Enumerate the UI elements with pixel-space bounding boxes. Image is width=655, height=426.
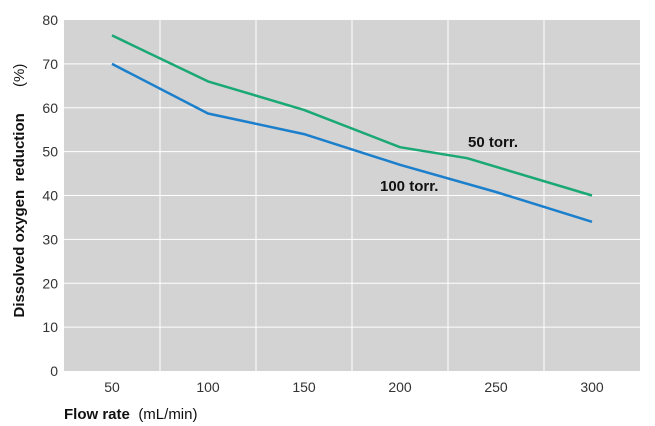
x-tick-label: 300 bbox=[580, 379, 604, 395]
x-tick-label: 150 bbox=[292, 379, 316, 395]
series-line-100-torr bbox=[111, 62, 593, 223]
horizontal-gridlines bbox=[64, 63, 640, 328]
y-axis-label-unit: (%) bbox=[11, 64, 28, 87]
y-tick-label: 40 bbox=[42, 188, 58, 204]
series-label-100-torr: 100 torr. bbox=[380, 178, 438, 195]
series-line-50-torr bbox=[111, 34, 593, 197]
y-tick-label: 20 bbox=[42, 275, 58, 291]
x-axis-label: Flow rate (mL/min) bbox=[64, 406, 197, 423]
y-axis-label: Dissolved oxygen reduction (%) bbox=[11, 50, 28, 339]
y-tick-labels: 0 10 20 30 40 50 60 70 80 bbox=[42, 12, 58, 379]
x-tick-label: 50 bbox=[104, 379, 120, 395]
x-tick-label: 250 bbox=[484, 379, 508, 395]
x-tick-labels: 50 100 150 200 250 300 bbox=[104, 379, 604, 395]
y-tick-label: 0 bbox=[50, 363, 58, 379]
y-tick-label: 30 bbox=[42, 231, 58, 247]
x-tick-label: 200 bbox=[388, 379, 412, 395]
y-tick-label: 80 bbox=[42, 12, 58, 28]
x-axis-label-title: Flow rate bbox=[64, 406, 130, 423]
x-axis-label-unit: (mL/min) bbox=[138, 406, 197, 423]
y-tick-label: 60 bbox=[42, 100, 58, 116]
y-tick-label: 10 bbox=[42, 319, 58, 335]
series-lines bbox=[111, 34, 593, 223]
y-tick-label: 70 bbox=[42, 56, 58, 72]
x-tick-label: 100 bbox=[196, 379, 220, 395]
y-tick-label: 50 bbox=[42, 144, 58, 160]
series-label-50-torr: 50 torr. bbox=[468, 134, 518, 151]
y-axis-label-title: Dissolved oxygen reduction bbox=[11, 113, 28, 317]
